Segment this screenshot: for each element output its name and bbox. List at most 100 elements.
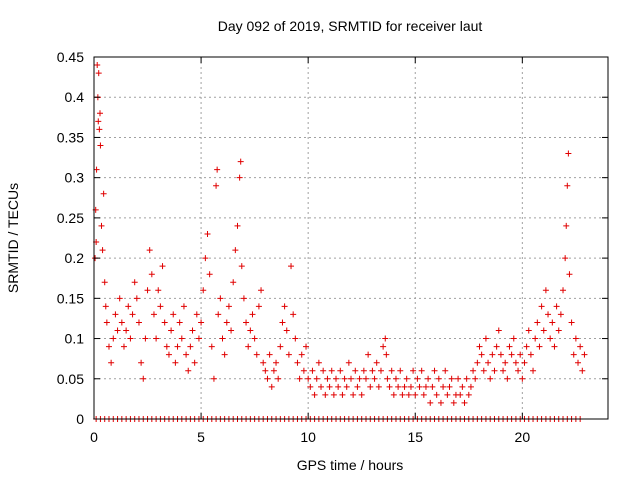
data-point (397, 367, 404, 374)
data-point (97, 142, 104, 149)
data-point (472, 375, 479, 382)
data-point (307, 383, 314, 390)
data-point (234, 222, 241, 229)
data-point (260, 359, 267, 366)
data-point (463, 375, 470, 382)
data-point (341, 375, 348, 382)
data-point (214, 166, 221, 173)
data-point (135, 319, 142, 326)
data-point (153, 335, 160, 342)
data-point (377, 367, 384, 374)
data-point (555, 327, 562, 334)
data-point (437, 399, 444, 406)
data-point (279, 319, 286, 326)
data-point (416, 383, 423, 390)
data-point (95, 118, 102, 125)
data-point (255, 303, 262, 310)
data-point (303, 343, 310, 350)
data-point (120, 343, 127, 350)
data-point (103, 319, 110, 326)
data-point (448, 375, 455, 382)
x-axis-tick-labels: 0 5 10 15 20 (90, 429, 530, 445)
data-point (549, 319, 556, 326)
data-point (309, 367, 316, 374)
data-point (422, 383, 429, 390)
data-point (236, 174, 243, 181)
data-point (273, 359, 280, 366)
data-point (311, 391, 318, 398)
data-point (444, 391, 451, 398)
y-tick-label: 0.3 (65, 170, 85, 186)
data-point (230, 279, 237, 286)
data-point (384, 375, 391, 382)
data-point (395, 383, 402, 390)
y-tick-label: 0 (76, 411, 84, 427)
data-point (238, 263, 245, 270)
data-point (418, 367, 425, 374)
data-point (206, 271, 213, 278)
data-point (215, 311, 222, 318)
axis-ticks (93, 56, 608, 420)
data-point (512, 359, 519, 366)
data-point (425, 375, 432, 382)
data-point (176, 319, 183, 326)
data-point (435, 375, 442, 382)
x-tick-label: 20 (515, 429, 531, 445)
data-point (221, 351, 228, 358)
data-point (198, 319, 205, 326)
data-point (369, 367, 376, 374)
data-point (217, 295, 224, 302)
data-point (275, 375, 282, 382)
data-point (253, 351, 260, 358)
data-point (553, 303, 560, 310)
data-point (249, 311, 256, 318)
data-point (339, 391, 346, 398)
data-point (268, 383, 275, 390)
data-point (459, 383, 466, 390)
data-point (572, 335, 579, 342)
data-point (557, 311, 564, 318)
x-tick-label: 0 (90, 429, 98, 445)
data-point (414, 375, 421, 382)
data-point (105, 343, 112, 350)
y-axis-label: SRMTID / TECUs (5, 183, 21, 293)
data-point (225, 303, 232, 310)
data-point (237, 158, 244, 165)
data-point (195, 335, 202, 342)
data-point (118, 319, 125, 326)
y-tick-label: 0.45 (57, 49, 84, 65)
data-point (547, 335, 554, 342)
data-point (232, 247, 239, 254)
data-point (412, 391, 419, 398)
data-point (95, 70, 102, 77)
data-point (383, 351, 390, 358)
data-point (367, 383, 374, 390)
data-point (401, 383, 408, 390)
data-point (328, 367, 335, 374)
x-tick-label: 15 (407, 429, 423, 445)
data-point (517, 351, 524, 358)
data-point (493, 343, 500, 350)
data-point (138, 359, 145, 366)
data-point (155, 287, 162, 294)
data-point (545, 311, 552, 318)
data-point (405, 391, 412, 398)
data-point (165, 351, 172, 358)
data-point (204, 230, 211, 237)
data-point (575, 359, 582, 366)
data-point (193, 311, 200, 318)
data-point (337, 367, 344, 374)
data-point (538, 303, 545, 310)
data-point (500, 367, 507, 374)
data-point (375, 383, 382, 390)
data-point (159, 263, 166, 270)
data-point (326, 383, 333, 390)
data-point (140, 375, 147, 382)
data-point (213, 182, 220, 189)
data-point (292, 335, 299, 342)
data-point (266, 351, 273, 358)
data-point (183, 351, 190, 358)
data-point (570, 351, 577, 358)
data-point (525, 327, 532, 334)
data-point (540, 327, 547, 334)
